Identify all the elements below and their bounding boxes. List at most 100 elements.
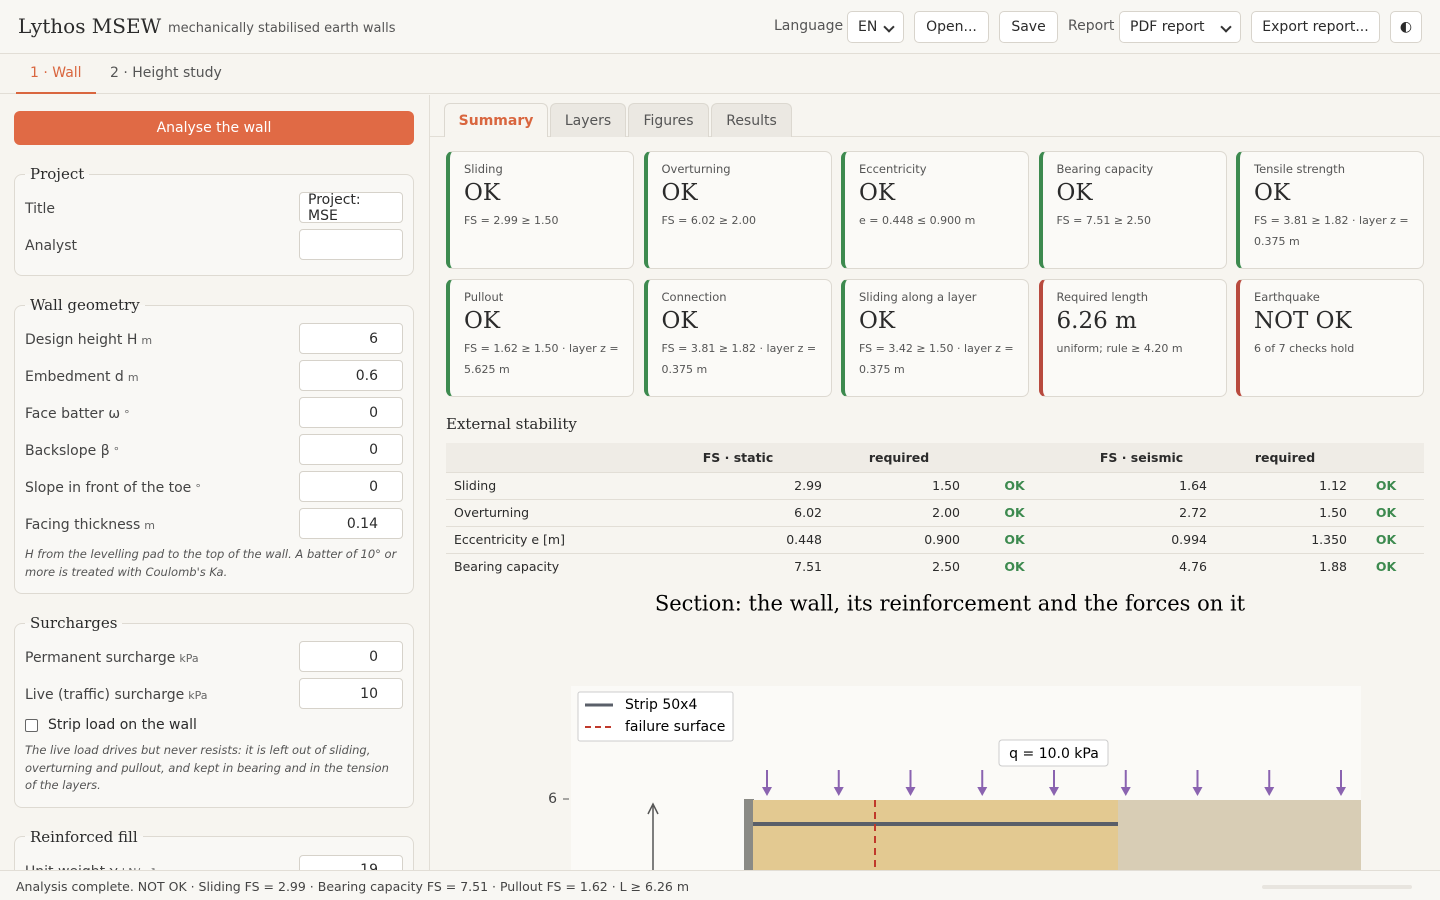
load-arrow-head <box>1192 787 1203 796</box>
load-arrow-head <box>1336 787 1346 796</box>
row-label: Bearing capacity <box>446 552 646 580</box>
form-row: Title Project: MSE <box>25 189 403 226</box>
row-label: Eccentricity e [m] <box>446 525 646 553</box>
field-unit: ° <box>113 445 120 458</box>
report-label: Report <box>1068 18 1115 34</box>
card-status: OK <box>1254 180 1291 206</box>
checkbox[interactable] <box>25 718 38 732</box>
table-cell: 2.00 <box>830 498 968 526</box>
field-label-group: Permanent surcharge kPa <box>25 647 199 666</box>
load-label: q = 10.0 kPa <box>1009 746 1099 762</box>
table-cell: 6.02 <box>646 498 830 526</box>
table-row: Eccentricity e [m] 0.448 0.900 OK 0.994 1.350… <box>446 525 1424 553</box>
column-header: required <box>1215 443 1355 472</box>
check-card: Sliding OK FS = 2.99 ≥ 1.50 <box>446 151 634 269</box>
column-header: FS · seismic <box>1068 443 1215 472</box>
card-status: OK <box>859 180 896 206</box>
save-button[interactable]: Save <box>999 11 1058 43</box>
card-detail: FS = 2.99 ≥ 1.50 <box>464 214 559 227</box>
card-detail: FS = 1.62 ≥ 1.50 · layer z = 5.625 m <box>464 342 619 376</box>
main-tab[interactable]: 1 · Wall <box>16 54 96 94</box>
theme-toggle[interactable]: ◐ <box>1390 11 1422 43</box>
analyse-button[interactable]: Analyse the wall <box>14 111 414 145</box>
facing <box>744 799 754 870</box>
card-title: Sliding along a layer <box>859 290 977 304</box>
form-row: Face batter ω ° 0 <box>25 394 403 431</box>
checkbox-row[interactable]: Strip load on the wall <box>25 712 403 738</box>
text-input[interactable]: 0 <box>299 397 403 428</box>
text-input[interactable]: 0 <box>299 641 403 672</box>
text-input[interactable]: 6 <box>299 323 403 354</box>
table-cell: 1.12 <box>1215 471 1355 499</box>
card-title: Required length <box>1056 290 1149 304</box>
table-row: Sliding 2.99 1.50 OK 1.64 1.12 OK <box>446 471 1424 499</box>
result-tab[interactable]: Results <box>711 103 792 137</box>
load-arrow-head <box>833 787 844 796</box>
text-input[interactable]: 0 <box>299 471 403 502</box>
text-input[interactable]: 0.14 <box>299 508 403 539</box>
status-bar: Analysis complete. NOT OK · Sliding FS =… <box>0 870 1440 900</box>
export-button[interactable]: Export report... <box>1251 11 1380 43</box>
card-detail: FS = 6.02 ≥ 2.00 <box>661 214 757 227</box>
language-label: Language <box>774 18 844 34</box>
field-unit: kN/m³ <box>122 866 155 871</box>
table-cell: OK <box>1355 552 1424 580</box>
text-input[interactable]: Project: MSE <box>299 192 403 224</box>
check-card: Pullout OK FS = 1.62 ≥ 1.50 · layer z = 5.… <box>446 279 634 397</box>
check-card: Tensile strength OK FS = 3.81 ≥ 1.82 · lay… <box>1236 151 1424 269</box>
column-header <box>968 443 1068 472</box>
table-cell: OK <box>1355 525 1424 553</box>
load-arrow-head <box>1049 787 1059 796</box>
table-cell: 4.76 <box>1068 552 1215 580</box>
open-button[interactable]: Open... <box>914 11 989 43</box>
check-card: Overturning OK FS = 6.02 ≥ 2.00 <box>643 151 832 269</box>
card-title: Bearing capacity <box>1056 162 1154 176</box>
card-title: Pullout <box>464 290 504 304</box>
load-arrow-head <box>1120 787 1131 796</box>
field-note: The live load drives but never resists: … <box>25 743 389 792</box>
field-label: Unit weight γ <box>25 864 118 871</box>
card-title: Tensile strength <box>1254 162 1345 176</box>
table-cell: 1.64 <box>1068 471 1215 499</box>
field-unit: kPa <box>179 652 199 665</box>
result-tab[interactable]: Figures <box>628 103 709 137</box>
section-figure: Section: the wall, its reinforcement and… <box>548 592 1361 870</box>
text-input[interactable]: 0 <box>299 434 403 465</box>
language-select[interactable]: EN <box>847 11 904 43</box>
table-cell: 1.88 <box>1215 552 1355 580</box>
form-section: Project Title Project: MSE Analyst <box>14 165 414 276</box>
check-card: Eccentricity OK e = 0.448 ≤ 0.900 m <box>841 151 1029 269</box>
main-tabs: 1 · Wall 2 · Height study <box>0 54 1440 94</box>
table-cell: 0.448 <box>646 525 830 553</box>
figure-title: Section: the wall, its reinforcement and… <box>655 592 1246 616</box>
text-input[interactable] <box>299 229 403 260</box>
table-cell: OK <box>968 498 1068 526</box>
text-input[interactable]: 0.6 <box>299 360 403 391</box>
form-row: Unit weight γ kN/m³ 19 <box>25 852 403 871</box>
field-label: Permanent surcharge <box>25 650 176 666</box>
main-tab[interactable]: 2 · Height study <box>110 65 222 81</box>
section-title: External stability <box>446 415 577 433</box>
report-select[interactable]: PDF report <box>1119 11 1241 43</box>
card-detail: FS = 3.42 ≥ 1.50 · layer z = 0.375 m <box>859 342 1014 376</box>
table-cell: OK <box>1355 498 1424 526</box>
y-axis: 6 <box>548 791 569 807</box>
reinforced-fill <box>753 800 1118 870</box>
card-detail: FS = 3.81 ≥ 1.82 · layer z = 0.375 m <box>661 342 817 376</box>
field-label-group: Analyst <box>25 235 77 254</box>
form-row: Backslope β ° 0 <box>25 431 403 468</box>
text-input[interactable]: 10 <box>299 678 403 709</box>
table-row: Bearing capacity 7.51 2.50 OK 4.76 1.88 OK <box>446 552 1424 580</box>
column-header: FS · static <box>646 443 830 472</box>
field-label: Title <box>25 201 56 217</box>
result-tab[interactable]: Layers <box>550 103 626 137</box>
field-unit: m <box>141 334 153 347</box>
result-tab[interactable]: Summary <box>444 103 548 137</box>
field-unit: ° <box>124 408 130 421</box>
section-legend: Wall geometry <box>30 296 140 314</box>
text-input[interactable]: 19 <box>299 854 403 870</box>
table-cell: OK <box>1355 471 1424 499</box>
